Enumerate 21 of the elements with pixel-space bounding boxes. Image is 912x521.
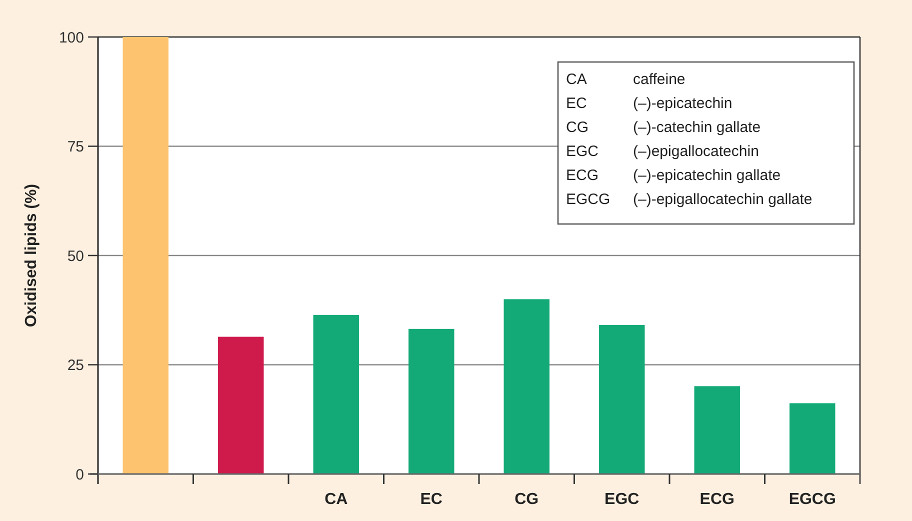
y-tick-label: 100 bbox=[58, 29, 84, 46]
y-tick-label: 75 bbox=[67, 138, 84, 156]
x-tick-label: EC bbox=[420, 491, 443, 508]
x-tick-label: EGC bbox=[604, 491, 640, 508]
x-tick-label: EGCG bbox=[788, 491, 836, 508]
x-tick-label: CG bbox=[514, 491, 539, 508]
y-tick-label: 50 bbox=[67, 248, 84, 265]
bar bbox=[122, 37, 168, 474]
bar bbox=[313, 314, 359, 474]
y-tick-label: 25 bbox=[67, 357, 84, 374]
abbreviation-key: CA caffeine EC (–)-epicatechin CG (–)-catechin gallate EGC (–)epigallocatechin ECG (–)-epicatechin gallate EGCG (–)-epigallocatechin gallate bbox=[557, 61, 855, 225]
bar bbox=[408, 328, 454, 474]
bar bbox=[218, 336, 264, 474]
y-tick-label: 0 bbox=[76, 466, 84, 484]
x-tick-label: CA bbox=[324, 491, 348, 508]
bar bbox=[504, 299, 550, 474]
y-axis-title: Oxidised lipids (%) bbox=[23, 184, 40, 328]
bar bbox=[790, 403, 836, 474]
x-tick-label: ECG bbox=[700, 491, 734, 508]
bar bbox=[599, 324, 645, 474]
bar bbox=[694, 386, 740, 474]
